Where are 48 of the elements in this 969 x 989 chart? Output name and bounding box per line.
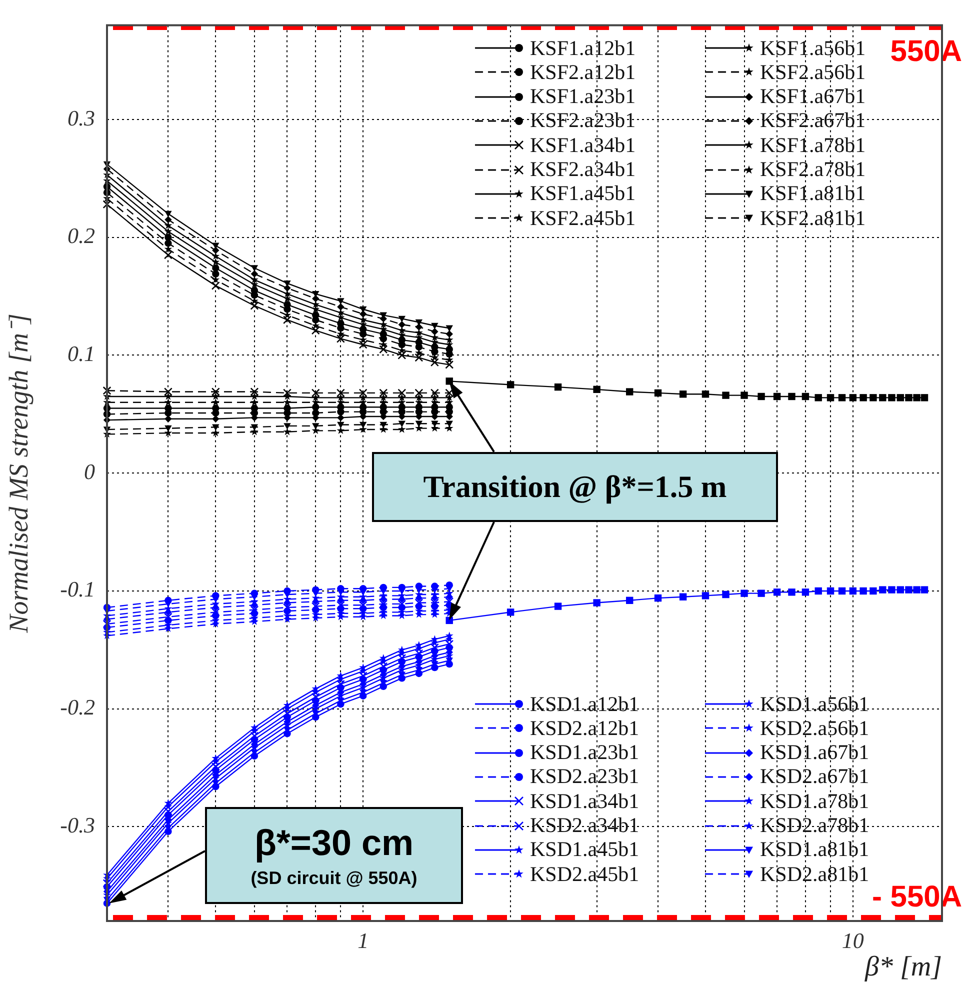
legend-label: KSF1.a45b1 [530,181,636,206]
x-tick-label: 10 [842,928,864,953]
legend-label: KSF1.a78b1 [760,132,866,158]
legend-label: KSD2.a81b1 [760,862,870,887]
y-tick-label: -0.1 [60,576,95,602]
legend-label: KSD1.a23b1 [530,740,640,766]
legend-label: KSF2.a67b1 [760,108,866,134]
legend-label: KSD1.a45b1 [530,837,640,862]
y-tick-label: 0.3 [68,105,95,130]
y-tick-label: -0.3 [60,812,95,838]
legend-label: KSD2.a12b1 [530,716,640,741]
y-axis-title: Normalised MS strength [m⁻] [3,313,34,634]
legend-label: KSD2.a56b1 [760,716,870,741]
legend-label: KSD1.a56b1 [760,692,870,716]
legend-label: KSD2.a34b1 [530,813,640,838]
x-axis-title: β* [m] [864,952,942,983]
legend-label: KSF2.a81b1 [760,206,866,231]
legend-label: KSD2.a78b1 [760,813,870,838]
legend-label: KSF1.a23b1 [530,84,636,110]
legend-label: KSD2.a45b1 [530,862,640,887]
legend-label: KSD2.a67b1 [760,764,870,790]
callout-box: β*=30 cm (SD circuit @ 550A) [205,807,463,904]
legend-label: KSD1.a34b1 [530,788,640,814]
legend-label: KSF1.a34b1 [530,132,636,158]
annotation: β*=30 cm [253,822,415,864]
legend-label: KSF1.a67b1 [760,84,866,110]
legend-label: KSD1.a12b1 [530,692,640,716]
legend-label: KSD1.a81b1 [760,837,870,862]
legend-label: KSF1.a12b1 [530,36,636,60]
legend-label: KSF2.a78b1 [760,157,866,182]
y-tick-label: 0.2 [68,223,95,248]
legend-label: KSD2.a23b1 [530,764,640,790]
annotation: (SD circuit @ 550A) [250,868,418,889]
legend-label: KSF1.a56b1 [760,36,866,60]
legend-label: KSD1.a67b1 [760,740,870,766]
legend-label: KSF1.a81b1 [760,181,866,206]
y-tick-label: -0.2 [60,694,95,720]
legend-label: KSF2.a34b1 [530,157,636,182]
legend-label: KSF2.a23b1 [530,108,636,134]
callout-box: Transition @ β*=1.5 m [372,452,778,522]
legend-label: KSF2.a45b1 [530,206,636,231]
legend-label: KSF2.a12b1 [530,60,636,85]
x-tick-label: 1 [358,928,369,953]
y-tick-label: 0 [84,458,95,484]
y-tick-label: 0.1 [68,341,95,366]
annotation: Transition @ β*=1.5 m [422,469,728,505]
legend-label: KSF2.a56b1 [760,60,866,85]
legend-label: KSD1.a78b1 [760,788,870,814]
